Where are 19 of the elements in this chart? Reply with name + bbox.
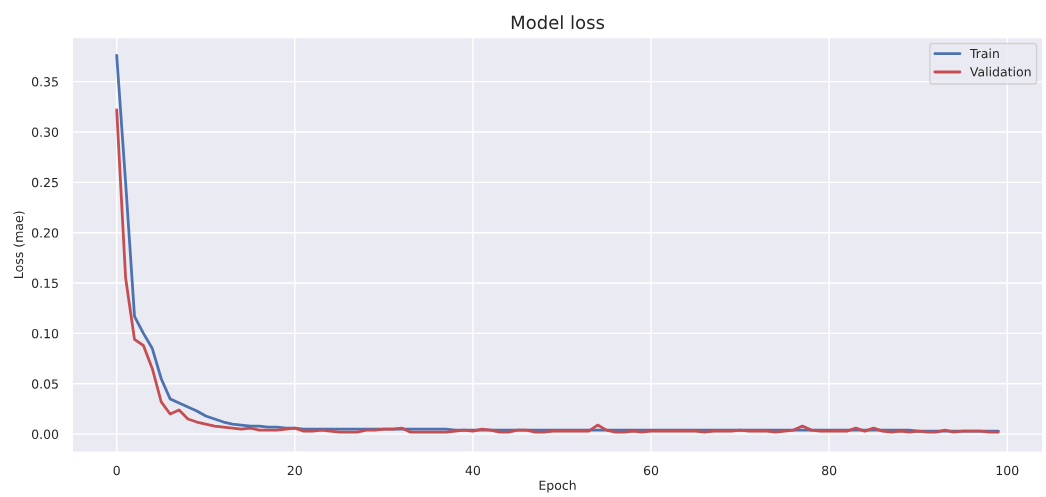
y-tick-label: 0.20: [31, 228, 59, 238]
x-tick-label: 100: [996, 465, 1019, 476]
x-tick-label: 0: [113, 465, 120, 476]
y-tick-label: 0.10: [31, 328, 59, 339]
x-tick-label: 20: [287, 465, 302, 476]
x-axis-title: Epoch: [539, 480, 576, 493]
x-tick-label: 80: [822, 465, 837, 476]
y-tick-label: 0.05: [31, 379, 58, 389]
y-tick-label: 0.15: [31, 278, 58, 288]
y-tick-label: 0.00: [31, 429, 59, 440]
y-tick-label: 0.30: [31, 127, 59, 137]
legend-label: Train: [969, 48, 999, 59]
y-axis-title: Loss (mae): [13, 211, 25, 278]
x-tick-label: 40: [465, 465, 481, 476]
y-tick-label: 0.35: [31, 77, 58, 87]
chart-title: Model loss: [511, 15, 605, 30]
y-tick-label: 0.25: [31, 177, 58, 188]
legend-label: Validation: [969, 66, 1031, 77]
x-tick-label: 60: [643, 465, 659, 476]
